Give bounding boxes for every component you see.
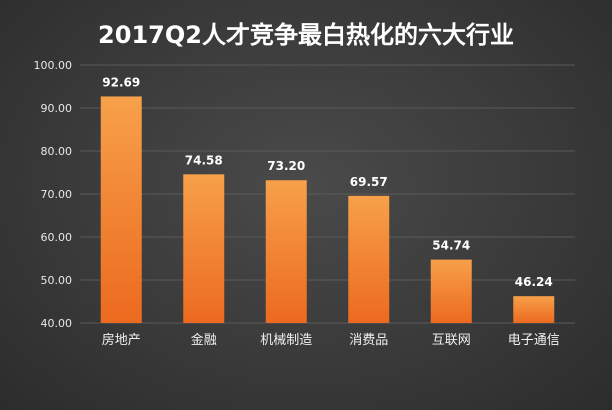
y-tick-label: 100.00 xyxy=(34,59,73,72)
category-label: 机械制造 xyxy=(260,333,312,348)
data-label: 74.58 xyxy=(185,153,223,167)
data-label: 92.69 xyxy=(102,75,140,89)
y-tick-label: 80.00 xyxy=(41,145,73,158)
category-label: 房地产 xyxy=(102,332,141,348)
y-tick-label: 50.00 xyxy=(41,274,73,287)
bar xyxy=(265,180,307,323)
y-axis-ticks: 40.00 50.00 60.00 70.00 80.00 90.00 100.00 xyxy=(34,59,73,330)
bar xyxy=(183,174,225,323)
data-labels: 92.69 74.58 73.20 69.57 54.74 46.24 xyxy=(102,75,552,289)
gridlines xyxy=(80,64,575,324)
category-label: 电子通信 xyxy=(508,333,560,348)
data-label: 46.24 xyxy=(515,275,553,289)
category-label: 金融 xyxy=(191,332,217,348)
category-label: 消费品 xyxy=(349,333,388,348)
category-label: 互联网 xyxy=(432,333,471,348)
category-labels: 房地产 金融 机械制造 消费品 互联网 电子通信 xyxy=(102,332,560,348)
chart-title: 2017Q2人才竞争最白热化的六大行业 xyxy=(98,21,514,49)
data-label: 69.57 xyxy=(350,175,388,189)
y-tick-label: 60.00 xyxy=(41,231,73,244)
bars xyxy=(100,96,555,323)
y-tick-label: 70.00 xyxy=(41,188,73,201)
y-tick-label: 90.00 xyxy=(41,102,73,115)
y-tick-label: 40.00 xyxy=(41,317,73,330)
bar xyxy=(430,259,472,323)
bar xyxy=(513,296,555,323)
data-label: 54.74 xyxy=(432,239,470,253)
bar xyxy=(348,195,390,323)
bar xyxy=(100,96,142,323)
data-label: 73.20 xyxy=(267,159,305,173)
